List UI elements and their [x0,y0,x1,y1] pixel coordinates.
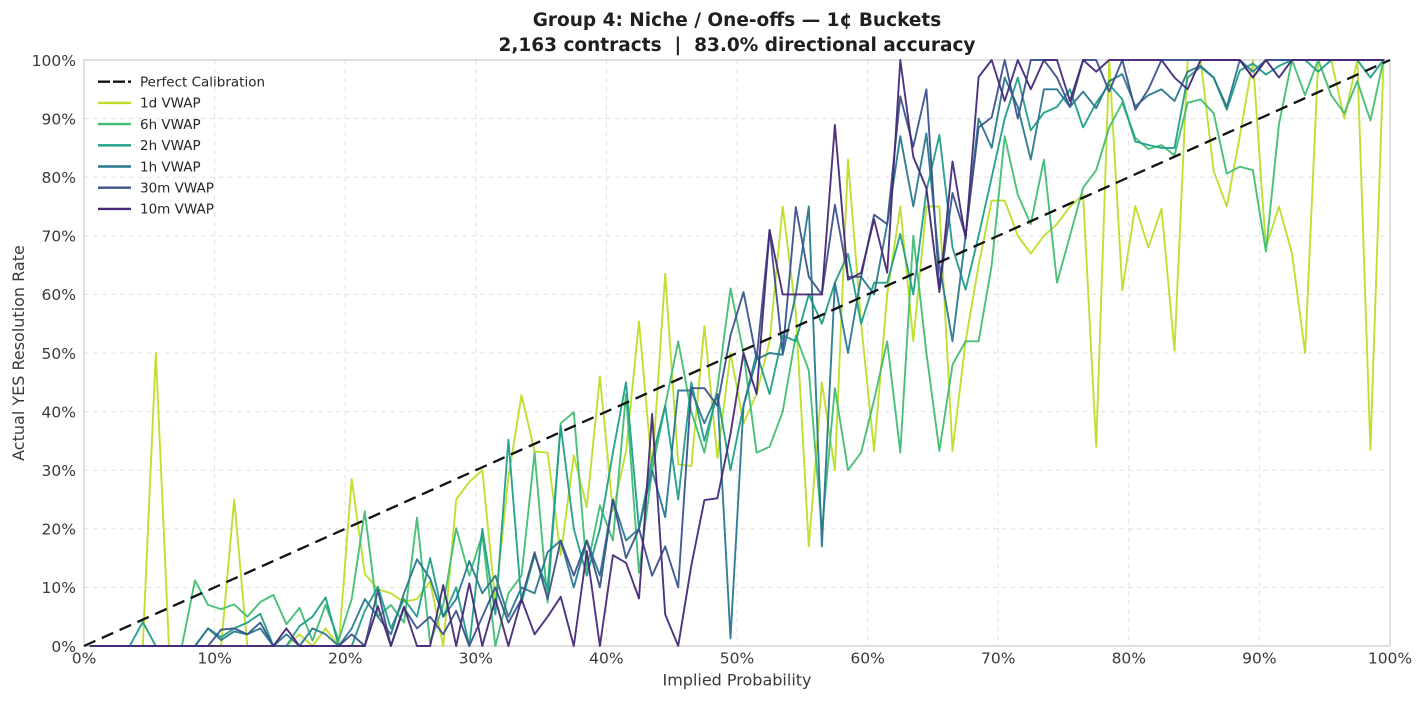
x-tick-label: 10% [197,650,231,668]
x-tick-label: 100% [1368,650,1412,668]
series-line-6h-vwap [89,59,1385,647]
chart-subtitle: 2,163 contracts | 83.0% directional accu… [499,35,976,56]
series-line-10m-vwap [89,59,1385,647]
x-tick-label: 70% [981,650,1015,668]
series-line-2h-vwap [89,59,1385,647]
legend: Perfect Calibration 1d VWAP 6h VWAP 2h VWAP… [98,75,265,218]
x-tick-labels: 0% 10% 20% 30% 40% 50% 60% 70% 80% 90% 100% [72,650,1412,668]
x-tick-label: 0% [72,650,97,668]
x-tick-label: 30% [459,650,493,668]
series-line-1h-vwap [89,59,1385,647]
y-tick-label: 10% [42,579,76,597]
x-tick-label: 90% [1242,650,1276,668]
chart-title: Group 4: Niche / One-offs — 1¢ Buckets [533,10,942,31]
legend-item-label: 1d VWAP [140,96,201,112]
legend-item: Perfect Calibration [98,75,265,91]
legend-item: 1d VWAP [98,96,201,112]
x-tick-label: 80% [1112,650,1146,668]
legend-item: 10m VWAP [98,202,214,218]
legend-item: 1h VWAP [98,159,201,175]
y-tick-label: 40% [42,403,76,421]
y-axis-label: Actual YES Resolution Rate [9,245,28,461]
y-tick-label: 60% [42,286,76,304]
y-tick-label: 80% [42,169,76,187]
x-tick-label: 60% [850,650,884,668]
y-tick-label: 100% [32,52,76,70]
y-tick-labels: 0% 10% 20% 30% 40% 50% 60% 70% 80% 90% 100% [32,52,76,656]
x-tick-label: 40% [589,650,623,668]
y-tick-label: 20% [42,521,76,539]
perfect-calibration-line [83,58,1391,648]
y-tick-label: 90% [42,110,76,128]
x-axis-label: Implied Probability [662,671,811,690]
legend-item-label: 10m VWAP [140,202,214,218]
y-tick-label: 0% [51,638,76,656]
reference-line-layer [83,58,1391,648]
legend-item: 2h VWAP [98,138,201,154]
series-lines [89,59,1385,647]
y-tick-label: 70% [42,228,76,246]
y-tick-label: 30% [42,462,76,480]
x-tick-label: 20% [328,650,362,668]
legend-item-label: 1h VWAP [140,159,201,175]
y-tick-label: 50% [42,345,76,363]
legend-item-label: 6h VWAP [140,117,201,133]
legend-item-label: 2h VWAP [140,138,201,154]
plot-border [83,59,1391,647]
legend-item-label: 30m VWAP [140,181,214,197]
legend-item-label: Perfect Calibration [140,75,265,91]
legend-item: 30m VWAP [98,181,214,197]
legend-item: 6h VWAP [98,117,201,133]
x-tick-label: 50% [720,650,754,668]
